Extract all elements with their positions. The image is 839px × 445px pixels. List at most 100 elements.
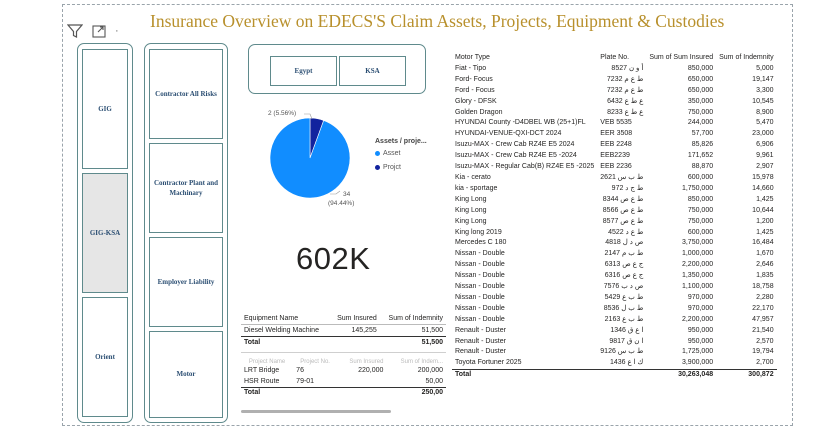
table-row[interactable]: kia - sportage ط ج د 972 1,750,000 14,660 xyxy=(452,184,777,195)
table-row[interactable]: Kia - cerato ط ب س 2621 600,000 15,978 xyxy=(452,173,777,184)
motor-indemnity-cell: 9,961 xyxy=(756,152,774,160)
legend-item-project[interactable]: Projct xyxy=(375,164,401,171)
table-row[interactable]: King Long ط ع ص 8566 750,000 10,644 xyxy=(452,206,777,217)
motor-type-cell: kia - sportage xyxy=(455,184,498,192)
col-project-sum-insured[interactable]: Sum Insured xyxy=(349,359,384,365)
motor-indemnity-cell: 2,570 xyxy=(756,337,774,345)
plate-no-cell: ع ط ع 8233 xyxy=(607,108,644,116)
pie-leader-line-asset xyxy=(330,190,341,195)
table-row[interactable]: Renault - Duster ا ن ق 9817 950,000 2,570 xyxy=(452,337,777,348)
motor-sum-insured-cell: 85,826 xyxy=(691,141,714,149)
motor-indemnity-cell: 10,644 xyxy=(752,206,774,214)
table-row[interactable]: Fiat - Tipo أ و ن 8527 850,000 5,000 xyxy=(452,64,777,75)
plate-no-cell: EER 3508 xyxy=(600,130,633,138)
table-row[interactable]: Nissan - Double ج ع ص 6316 1,350,000 1,835 xyxy=(452,271,777,282)
insurer-gig-button[interactable]: GIG xyxy=(82,49,128,169)
motor-sum-insured-cell: 950,000 xyxy=(687,337,714,345)
motor-type-cell: Isuzu-MAX - Regular Cab(B) RZ4E E5 -2025 xyxy=(455,163,595,171)
country-ksa-button[interactable]: KSA xyxy=(339,56,406,86)
table-row[interactable]: Golden Dragon ع ط ع 8233 750,000 8,900 xyxy=(452,108,777,119)
insurer-gig-ksa-button[interactable]: GIG-KSA xyxy=(82,173,128,293)
policy-contractor-plant-button[interactable]: Contractor Plant and Machinary xyxy=(149,143,223,233)
motor-sum-insured-cell: 171,652 xyxy=(687,152,714,160)
motor-type-cell: HYUNDAI County -D4DBEL WB (25+1)FL xyxy=(455,119,586,127)
sum-indemnity-cell: 51,500 xyxy=(421,327,443,334)
motor-indemnity-cell: 22,170 xyxy=(752,304,774,312)
more-options-icon[interactable]: · xyxy=(115,25,119,37)
table-row[interactable]: Nissan - Double ط ب ل 8536 970,000 22,170 xyxy=(452,304,777,315)
table-row[interactable]: Renault - Duster ط ب س 9126 1,725,000 19,79… xyxy=(452,347,777,358)
legend-label-project: Projct xyxy=(383,164,401,171)
legend-item-asset[interactable]: Asset xyxy=(375,150,401,157)
table-row[interactable]: Diesel Welding Machine 145,255 51,500 xyxy=(241,325,446,337)
table-row[interactable]: HSR Route 79-01 50,00 xyxy=(241,377,446,388)
motor-type-cell: King Long xyxy=(455,217,487,225)
motor-sum-insured-cell: 1,100,000 xyxy=(681,283,714,291)
motor-indemnity-cell: 5,470 xyxy=(756,119,774,127)
plate-no-cell: ط ب س 2621 xyxy=(600,173,644,181)
motor-indemnity-cell: 23,000 xyxy=(752,130,774,138)
motor-type-cell: Renault - Duster xyxy=(455,348,506,356)
policy-contractor-all-risks-button[interactable]: Contractor All Risks xyxy=(149,49,223,139)
col-project-no[interactable]: Project No. xyxy=(300,359,330,365)
table-row[interactable]: LRT Bridge 76 220,000 200,000 xyxy=(241,366,446,377)
table-row[interactable]: Toyota Fortuner 2025 ك ا ع 1436 3,900,000 2… xyxy=(452,358,777,369)
focus-mode-icon[interactable] xyxy=(92,24,106,38)
col-motor-indemnity[interactable]: Sum of Indemnity xyxy=(719,54,774,61)
table-row[interactable]: Nissan - Double ط ب ع 5429 970,000 2,280 xyxy=(452,293,777,304)
table-row[interactable]: King Long ط ع ص 8344 850,000 1,425 xyxy=(452,195,777,206)
plate-no-cell: ط ب س 9126 xyxy=(600,348,644,356)
col-motor-type[interactable]: Motor Type xyxy=(455,54,490,61)
table-row[interactable]: Nissan - Double ص د ب 7576 1,100,000 18,758 xyxy=(452,282,777,293)
policy-employer-liability-button[interactable]: Employer Liability xyxy=(149,237,223,327)
horizontal-scrollbar[interactable] xyxy=(241,410,391,413)
table-row[interactable]: HYUNDAI County -D4DBEL WB (25+1)FL VEB 55… xyxy=(452,118,777,129)
project-name-cell: HSR Route xyxy=(244,377,280,385)
table-row[interactable]: Isuzu-MAX - Crew Cab RZ4E E5 2024 EEB 224… xyxy=(452,140,777,151)
table-row[interactable]: HYUNDAI-VENUE-QXI-DCT 2024 EER 3508 57,700… xyxy=(452,129,777,140)
policy-motor-button[interactable]: Motor xyxy=(149,331,223,418)
col-equipment-name[interactable]: Equipment Name xyxy=(241,313,330,325)
country-egypt-button[interactable]: Egypt xyxy=(270,56,337,86)
table-row[interactable]: Isuzu-MAX - Regular Cab(B) RZ4E E5 -2025… xyxy=(452,162,777,173)
table-row[interactable]: Ford - Focus ط ع م 7232 650,000 3,300 xyxy=(452,86,777,97)
report-frame xyxy=(62,4,793,426)
table-row[interactable]: Glory - DFSK ع ط ع 6432 350,000 10,545 xyxy=(452,97,777,108)
col-plate-no[interactable]: Plate No. xyxy=(600,54,630,61)
table-row[interactable]: Mercedes C 180 ص د ل 4818 3,750,000 16,484 xyxy=(452,238,777,249)
pie-leader-line-project xyxy=(304,113,313,120)
country-slicer: Egypt KSA xyxy=(248,44,426,94)
sum-insured-cell: 145,255 xyxy=(351,327,377,334)
col-sum-insured[interactable]: Sum Insured xyxy=(329,313,380,325)
project-indemnity-cell: 50,00 xyxy=(425,377,443,385)
motor-sum-insured-cell: 970,000 xyxy=(687,304,714,312)
projects-total-row: Total 250,00 xyxy=(241,387,446,399)
table-row[interactable]: King Long ط ع ص 8577 750,000 1,200 xyxy=(452,217,777,228)
project-no-cell: 79-01 xyxy=(296,377,315,385)
table-row[interactable]: Nissan - Double ط ب م 2147 1,000,000 1,670 xyxy=(452,249,777,260)
table-row[interactable]: Nissan - Double ج ع ص 6313 2,200,000 2,646 xyxy=(452,260,777,271)
pie-label-asset-value: 34 xyxy=(343,191,351,198)
table-row[interactable]: Isuzu-MAX - Crew Cab RZ4E E5 -2024 EEB223… xyxy=(452,151,777,162)
plate-no-cell: ط ع م 7232 xyxy=(606,75,644,83)
col-project-indemnity[interactable]: Sum of Indem... xyxy=(400,359,443,365)
col-sum-indemnity[interactable]: Sum of Indemnity xyxy=(379,313,446,325)
col-motor-sum-insured[interactable]: Sum of Sum Insured xyxy=(649,54,714,61)
table-row[interactable]: Renault - Duster ا ع ق 1346 950,000 21,540 xyxy=(452,326,777,337)
motor-indemnity-cell: 1,200 xyxy=(756,217,774,225)
total-indemnity: 51,500 xyxy=(379,336,446,348)
motor-indemnity-cell: 47,957 xyxy=(752,315,774,323)
motor-type-cell: Nissan - Double xyxy=(455,250,505,258)
assets-projects-pie-chart[interactable] xyxy=(260,110,390,230)
motor-indemnity-cell: 18,758 xyxy=(752,283,774,291)
motor-type-cell: Ford - Focus xyxy=(455,86,495,94)
col-project-name[interactable]: Project Name xyxy=(248,359,286,365)
table-row[interactable]: Nissan - Double ط ب ع 2163 2,200,000 47,957 xyxy=(452,315,777,326)
table-row[interactable]: King long 2019 ط ع د 4522 600,000 1,425 xyxy=(452,228,777,239)
pie-slice-asset[interactable] xyxy=(269,117,351,199)
insurer-orient-button[interactable]: Orient xyxy=(82,297,128,417)
motor-indemnity-cell: 2,646 xyxy=(756,261,774,269)
table-row[interactable]: Ford- Focus ط ع م 7232 650,000 19,147 xyxy=(452,75,777,86)
filter-icon[interactable] xyxy=(67,24,83,38)
motor-type-cell: Nissan - Double xyxy=(455,315,505,323)
